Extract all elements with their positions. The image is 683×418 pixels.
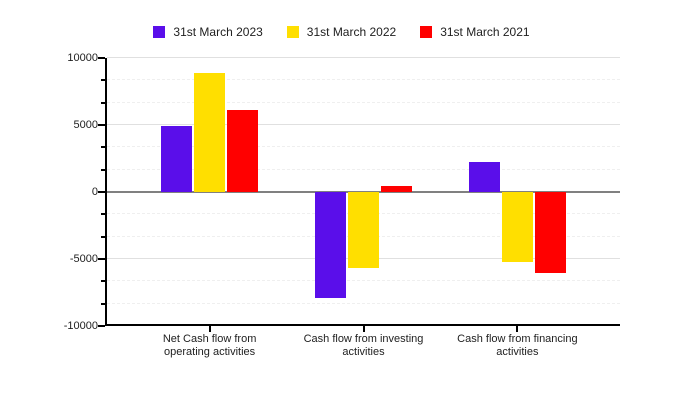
plot-area (98, 57, 620, 332)
legend-item-2021: 31st March 2021 (420, 25, 530, 39)
x-axis-label-line: activities (496, 346, 539, 358)
legend-item-2022: 31st March 2022 (286, 25, 397, 39)
gridline-minor (107, 101, 620, 103)
gridline-minor (107, 280, 620, 282)
gridline-minor (107, 168, 620, 170)
y-axis-minor-tick (101, 280, 105, 283)
x-axis-tick (516, 326, 519, 332)
gridline-minor (107, 302, 620, 304)
x-axis-label-operating: Net Cash flow from operating activities (110, 333, 310, 359)
gridline-major (107, 124, 620, 125)
x-axis-label-line: Cash flow from investing (303, 333, 424, 345)
x-axis-label-line: activities (342, 346, 385, 358)
y-axis-minor-tick (101, 79, 105, 82)
y-axis-minor-tick (101, 168, 105, 171)
y-axis-tick (98, 258, 105, 260)
y-axis-tick (98, 191, 105, 193)
gridline-major (107, 57, 620, 58)
y-axis-tick (98, 325, 105, 327)
x-axis-label-financing: Cash flow from financing activities (417, 333, 617, 359)
bar-2023-investing (315, 192, 346, 298)
bar-2021-operating (227, 109, 259, 192)
gridline-minor (107, 79, 620, 81)
bar-2021-investing (381, 185, 412, 192)
x-axis-tick (362, 326, 365, 332)
y-axis-tick (98, 57, 105, 59)
y-axis-tick-label: -5000 (69, 253, 98, 265)
x-axis-label-line: operating activities (164, 346, 256, 358)
chart-legend: 31st March 2023 31st March 2022 31st March… (0, 25, 683, 39)
bar-2022-operating (194, 72, 226, 192)
y-axis-tick (98, 124, 105, 126)
gridline-minor (107, 146, 620, 148)
x-axis-line (107, 324, 620, 326)
legend-label: 31st March 2021 (440, 25, 530, 39)
y-axis-minor-tick (101, 146, 105, 149)
y-axis-tick-label: 0 (91, 186, 98, 198)
legend-label: 31st March 2022 (306, 25, 397, 39)
y-axis-tick-label: -10000 (63, 320, 98, 332)
legend-label: 31st March 2023 (173, 25, 263, 39)
x-axis-label-line: Cash flow from financing (457, 333, 578, 345)
bar-2023-financing (468, 161, 500, 192)
legend-item-2023: 31st March 2023 (153, 25, 263, 39)
y-axis-line (105, 58, 107, 326)
y-axis-minor-tick (101, 213, 105, 216)
y-axis-tick-label: 10000 (67, 52, 98, 64)
bar-2023-operating (161, 126, 193, 192)
x-axis-tick (208, 326, 211, 332)
x-axis-label-line: Net Cash flow from (162, 333, 257, 345)
bar-2021-financing (534, 192, 566, 274)
y-axis-minor-tick (101, 235, 105, 238)
legend-swatch-2022 (286, 26, 299, 38)
legend-swatch-2023 (153, 26, 166, 38)
legend-swatch-2021 (420, 26, 433, 38)
y-axis-minor-tick (101, 302, 105, 305)
y-axis-tick-label: 5000 (73, 119, 98, 131)
y-axis-minor-tick (101, 101, 105, 104)
x-axis-label-investing: Cash flow from investing activities (264, 333, 464, 359)
bar-2022-financing (501, 192, 533, 263)
bar-2022-investing (348, 192, 379, 268)
